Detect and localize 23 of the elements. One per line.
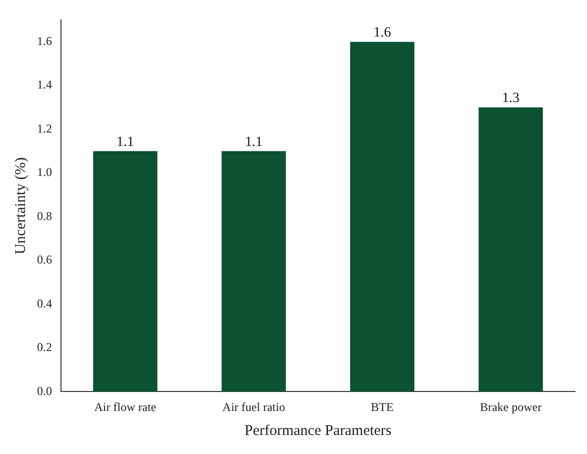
bar: [350, 42, 414, 392]
bar: [222, 151, 286, 392]
y-tick-label: 1.0: [37, 165, 52, 180]
x-tick-label: Air flow rate: [94, 400, 156, 414]
y-tick-label: 0.6: [37, 252, 52, 267]
data-label: 1.1: [116, 134, 134, 150]
data-label: 1.3: [502, 91, 520, 106]
y-tick-label: 0.4: [37, 296, 52, 310]
y-tick-label: 1.6: [37, 34, 52, 48]
data-label: 1.1: [245, 134, 262, 150]
y-axis-title: Uncertainty (%): [12, 157, 29, 254]
data-label: 1.6: [374, 26, 391, 41]
y-tick-label: 0.8: [37, 208, 52, 223]
x-tick-label: Brake power: [480, 400, 542, 414]
y-tick-label: 1.4: [37, 78, 52, 92]
x-axis-title: Performance Parameters: [244, 422, 392, 439]
bar: [93, 151, 158, 392]
bar: [478, 107, 543, 392]
x-tick-label: Air fuel ratio: [222, 400, 286, 414]
y-tick-label: 0.2: [37, 340, 52, 354]
y-tick-label: 0.0: [37, 384, 52, 398]
x-tick-label: BTE: [370, 400, 394, 414]
y-tick-label: 1.2: [37, 121, 52, 136]
